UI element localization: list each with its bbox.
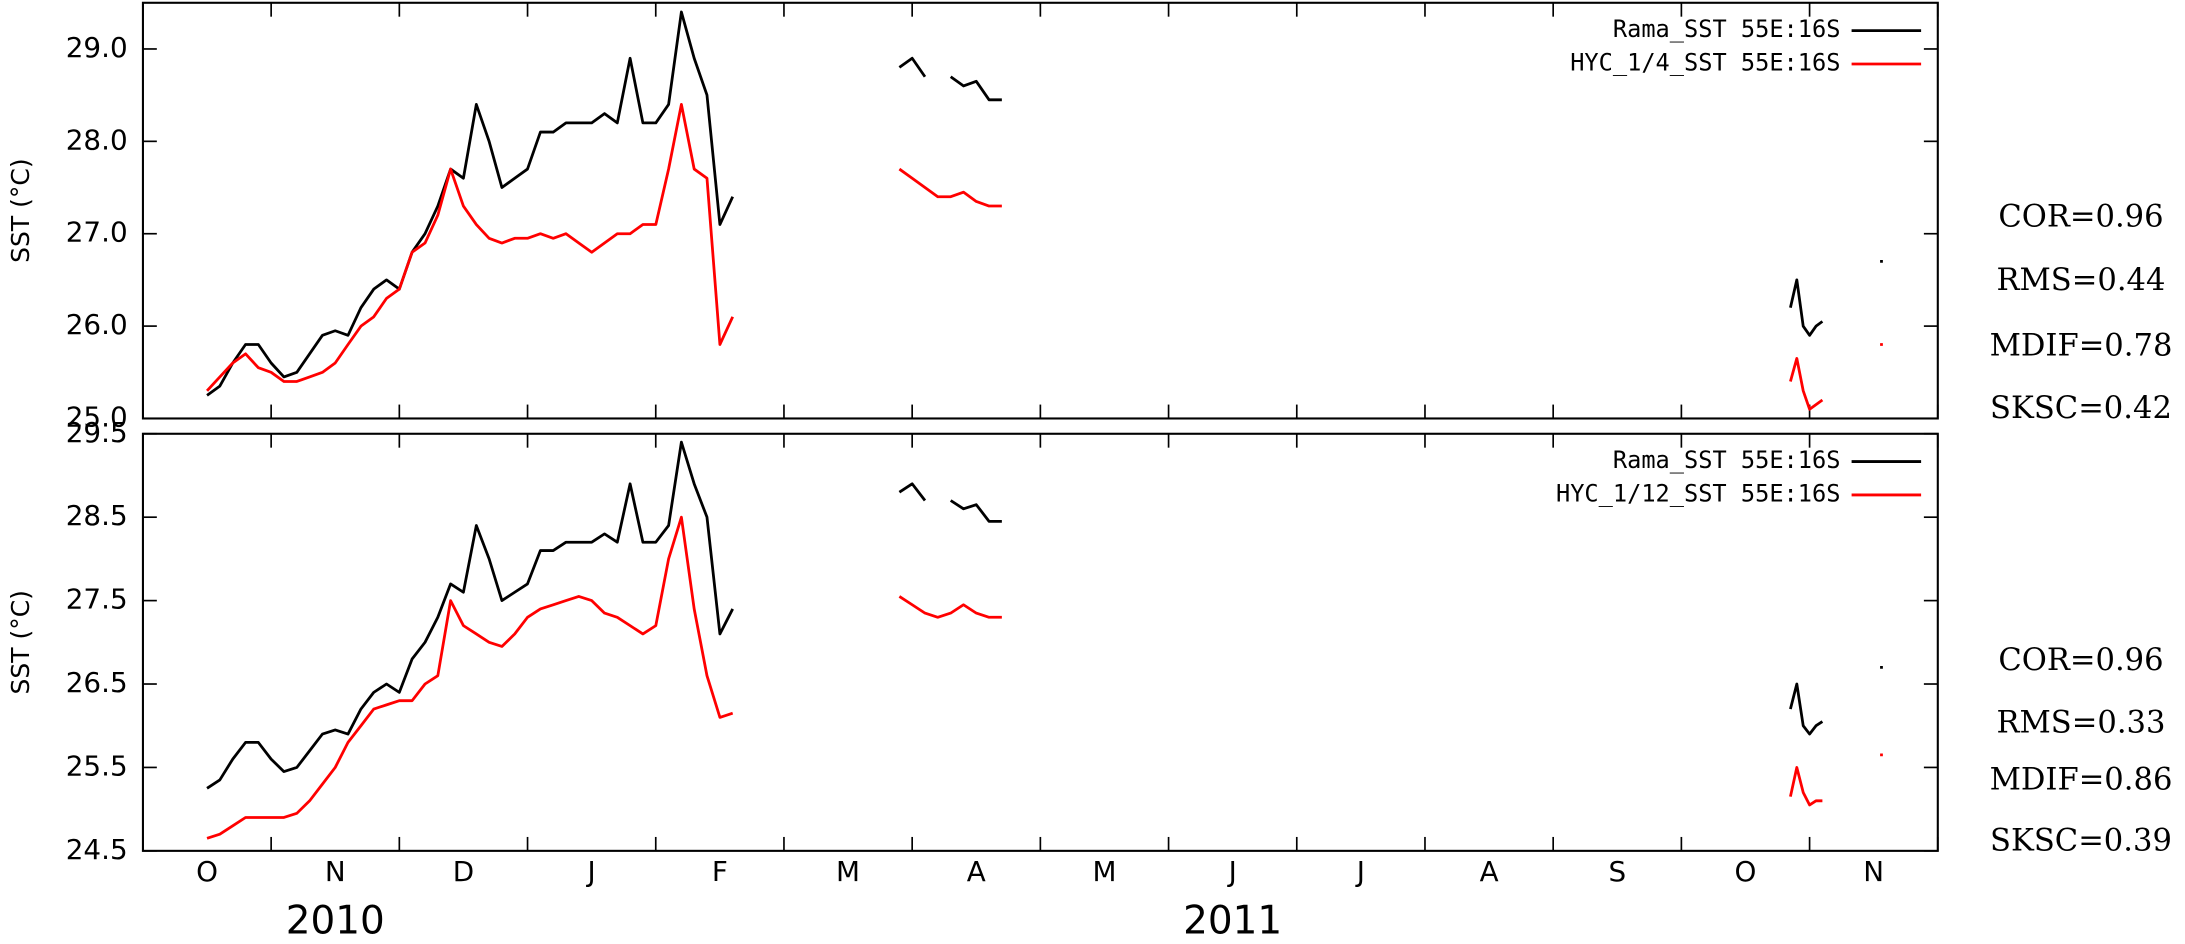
y-tick-label: 25.5 xyxy=(66,749,128,782)
x-tick-label: J xyxy=(1227,855,1237,888)
stat-label: SKSC=0.39 xyxy=(1990,824,2172,859)
y-tick-label: 29.5 xyxy=(66,416,128,449)
stat-label: COR=0.96 xyxy=(1998,643,2163,678)
x-tick-label: N xyxy=(1863,855,1884,888)
y-tick-label: 26.5 xyxy=(66,666,128,699)
series-line xyxy=(206,440,1883,790)
year-label: 2010 xyxy=(286,899,385,944)
x-tick-label: J xyxy=(586,855,596,888)
y-tick-label: 27.5 xyxy=(66,583,128,616)
y-tick-label: 24.5 xyxy=(66,833,128,866)
y-axis-label: SST (°C) xyxy=(6,158,35,262)
legend-label: HYC_1/4_SST 55E:16S xyxy=(1570,48,1840,76)
y-tick-label: 27.0 xyxy=(66,216,128,249)
legend-label: Rama_SST 55E:16S xyxy=(1613,446,1841,474)
x-tick-label: A xyxy=(1480,855,1499,888)
x-tick-label: J xyxy=(1355,855,1365,888)
x-tick-label: F xyxy=(712,855,728,888)
x-tick-label: S xyxy=(1608,855,1626,888)
legend-label: HYC_1/12_SST 55E:16S xyxy=(1556,479,1840,507)
stat-label: MDIF=0.78 xyxy=(1990,329,2173,364)
y-axis-label: SST (°C) xyxy=(6,590,35,694)
series-line xyxy=(206,10,1883,397)
y-tick-label: 28.5 xyxy=(66,499,128,532)
x-tick-label: O xyxy=(196,855,218,888)
year-label: 2011 xyxy=(1183,899,1282,944)
stat-label: RMS=0.44 xyxy=(1996,263,2165,298)
series-line xyxy=(206,103,1883,411)
x-tick-label: O xyxy=(1735,855,1757,888)
y-tick-label: 29.0 xyxy=(66,31,128,64)
y-tick-label: 25.0 xyxy=(66,400,128,433)
series-line xyxy=(206,515,1883,840)
x-tick-label: N xyxy=(325,855,346,888)
stat-label: RMS=0.33 xyxy=(1996,705,2165,740)
stat-label: SKSC=0.42 xyxy=(1990,391,2172,426)
y-tick-label: 28.0 xyxy=(66,123,128,156)
x-tick-label: M xyxy=(1092,855,1116,888)
y-tick-label: 26.0 xyxy=(66,308,128,341)
stat-label: COR=0.96 xyxy=(1998,199,2163,234)
x-tick-label: M xyxy=(836,855,860,888)
stat-label: MDIF=0.86 xyxy=(1990,762,2173,797)
x-tick-label: D xyxy=(453,855,474,888)
legend-label: Rama_SST 55E:16S xyxy=(1613,15,1841,43)
x-tick-label: A xyxy=(967,855,986,888)
